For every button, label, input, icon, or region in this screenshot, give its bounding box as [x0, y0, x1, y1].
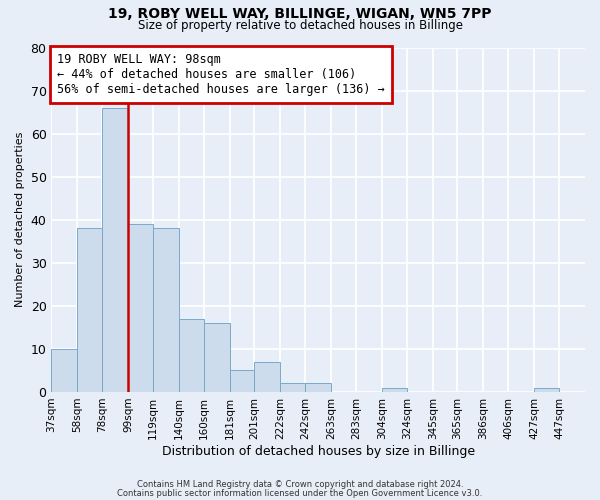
Bar	[280, 384, 305, 392]
Text: Contains public sector information licensed under the Open Government Licence v3: Contains public sector information licen…	[118, 488, 482, 498]
Bar	[254, 362, 280, 392]
Y-axis label: Number of detached properties: Number of detached properties	[15, 132, 25, 308]
Text: 19, ROBY WELL WAY, BILLINGE, WIGAN, WN5 7PP: 19, ROBY WELL WAY, BILLINGE, WIGAN, WN5 …	[108, 8, 492, 22]
Bar	[52, 349, 77, 392]
Bar	[203, 323, 230, 392]
Bar	[153, 228, 179, 392]
Bar	[230, 370, 254, 392]
X-axis label: Distribution of detached houses by size in Billinge: Distribution of detached houses by size …	[161, 444, 475, 458]
Text: Size of property relative to detached houses in Billinge: Size of property relative to detached ho…	[137, 19, 463, 32]
Text: 19 ROBY WELL WAY: 98sqm
← 44% of detached houses are smaller (106)
56% of semi-d: 19 ROBY WELL WAY: 98sqm ← 44% of detache…	[57, 52, 385, 96]
Bar	[102, 108, 128, 392]
Bar	[534, 388, 559, 392]
Bar	[305, 384, 331, 392]
Bar	[77, 228, 102, 392]
Text: Contains HM Land Registry data © Crown copyright and database right 2024.: Contains HM Land Registry data © Crown c…	[137, 480, 463, 489]
Bar	[128, 224, 153, 392]
Bar	[179, 319, 203, 392]
Bar	[382, 388, 407, 392]
